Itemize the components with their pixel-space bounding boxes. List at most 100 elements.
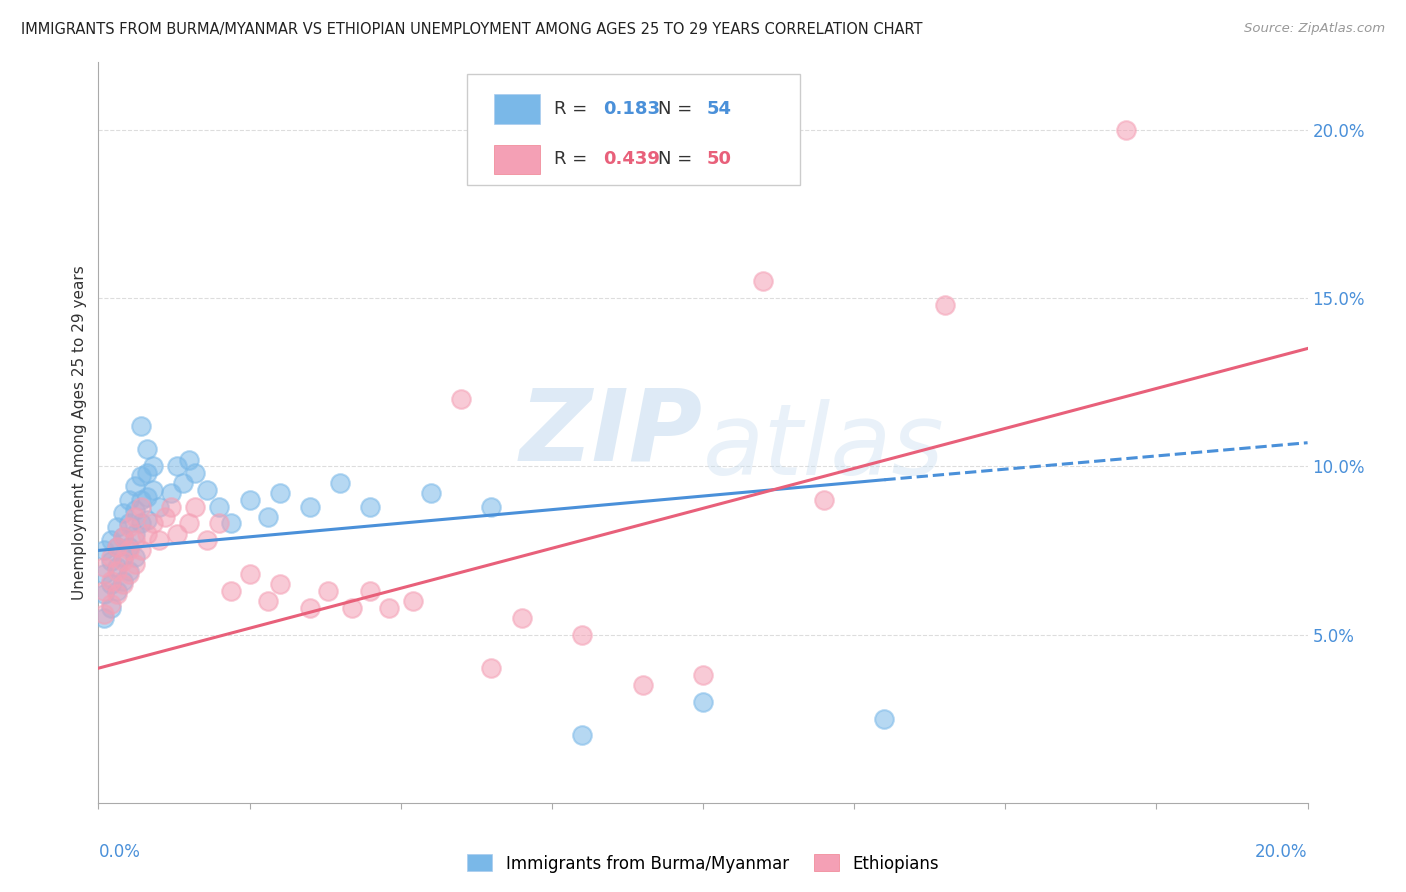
Text: atlas: atlas — [703, 399, 945, 496]
Text: Source: ZipAtlas.com: Source: ZipAtlas.com — [1244, 22, 1385, 36]
Point — [135, 526, 157, 541]
Point — [329, 476, 352, 491]
Text: 0.0%: 0.0% — [98, 843, 141, 861]
Point — [118, 543, 141, 558]
Point — [166, 526, 188, 541]
Point — [111, 550, 134, 565]
Point — [129, 500, 152, 514]
Point — [111, 553, 134, 567]
Point — [179, 516, 201, 531]
Point — [631, 678, 654, 692]
FancyBboxPatch shape — [494, 145, 540, 174]
Point — [166, 459, 188, 474]
Text: R =: R = — [554, 151, 593, 169]
Text: 50: 50 — [707, 151, 731, 169]
Point — [111, 530, 134, 544]
Point — [124, 533, 146, 548]
Point — [752, 274, 775, 288]
Point — [195, 483, 218, 497]
Point — [124, 550, 146, 565]
Point — [873, 712, 896, 726]
Point — [184, 500, 207, 514]
Point — [100, 600, 122, 615]
Point — [135, 442, 157, 457]
Point — [105, 583, 128, 598]
Point — [934, 298, 956, 312]
Point — [153, 509, 176, 524]
Point — [172, 476, 194, 491]
Point — [160, 500, 183, 514]
Point — [160, 486, 183, 500]
Text: 54: 54 — [707, 100, 731, 118]
Point — [111, 577, 134, 591]
Point — [129, 543, 152, 558]
Y-axis label: Unemployment Among Ages 25 to 29 years: Unemployment Among Ages 25 to 29 years — [72, 265, 87, 600]
FancyBboxPatch shape — [467, 73, 800, 185]
Point — [93, 607, 115, 622]
Point — [360, 583, 382, 598]
Text: N =: N = — [658, 100, 699, 118]
Point — [93, 610, 115, 624]
Text: IMMIGRANTS FROM BURMA/MYANMAR VS ETHIOPIAN UNEMPLOYMENT AMONG AGES 25 TO 29 YEAR: IMMIGRANTS FROM BURMA/MYANMAR VS ETHIOPI… — [21, 22, 922, 37]
Legend: Immigrants from Burma/Myanmar, Ethiopians: Immigrants from Burma/Myanmar, Ethiopian… — [461, 847, 945, 880]
Point — [692, 668, 714, 682]
Point — [142, 483, 165, 497]
Point — [148, 500, 170, 514]
Point — [129, 418, 152, 433]
Point — [208, 516, 231, 531]
Point — [124, 503, 146, 517]
Point — [100, 533, 122, 548]
Point — [481, 661, 503, 675]
Point — [118, 566, 141, 581]
Point — [450, 392, 472, 406]
Point — [179, 452, 201, 467]
Point — [118, 564, 141, 578]
Point — [111, 574, 134, 588]
Text: ZIP: ZIP — [520, 384, 703, 481]
Point — [402, 594, 425, 608]
Point — [269, 577, 291, 591]
Point — [239, 566, 262, 581]
Point — [1115, 122, 1137, 136]
Point — [208, 500, 231, 514]
Point — [93, 587, 115, 601]
Point — [299, 500, 322, 514]
Text: N =: N = — [658, 151, 699, 169]
Point — [135, 490, 157, 504]
Point — [111, 507, 134, 521]
Text: 0.439: 0.439 — [603, 151, 659, 169]
Point — [148, 533, 170, 548]
Point — [124, 557, 146, 571]
Point — [692, 695, 714, 709]
Point — [105, 560, 128, 574]
Point — [269, 486, 291, 500]
Point — [93, 543, 115, 558]
Point — [93, 566, 115, 581]
Point — [129, 469, 152, 483]
Point — [342, 600, 364, 615]
Point — [118, 540, 141, 554]
Point — [105, 564, 128, 578]
Point — [129, 492, 152, 507]
Point — [105, 520, 128, 534]
Text: 0.183: 0.183 — [603, 100, 659, 118]
Point — [100, 597, 122, 611]
Point — [142, 459, 165, 474]
Point — [221, 583, 243, 598]
Point — [129, 516, 152, 531]
Point — [124, 509, 146, 524]
Point — [510, 610, 533, 624]
Point — [195, 533, 218, 548]
Point — [135, 513, 157, 527]
Point — [118, 520, 141, 534]
Point — [571, 627, 593, 641]
Point — [377, 600, 399, 615]
Point — [239, 492, 262, 507]
FancyBboxPatch shape — [494, 95, 540, 124]
Point — [299, 600, 322, 615]
Point — [813, 492, 835, 507]
Point — [105, 540, 128, 554]
Point — [118, 516, 141, 531]
Point — [142, 516, 165, 531]
Point — [316, 583, 339, 598]
